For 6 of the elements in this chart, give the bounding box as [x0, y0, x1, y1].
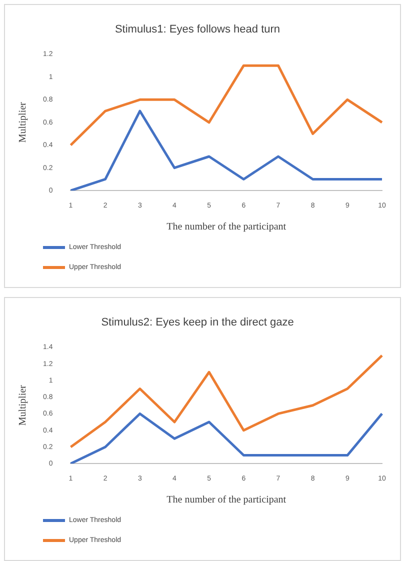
y-axis-title: Multiplier	[18, 101, 29, 143]
chart-title: Stimulus2: Eyes keep in the direct gaze	[101, 316, 294, 329]
y-axis-title: Multiplier	[18, 384, 29, 426]
chart-title: Stimulus1: Eyes follows head turn	[114, 24, 280, 36]
x-axis-title: The number of the participant	[166, 222, 286, 233]
x-axis-title: The number of the participant	[166, 494, 286, 506]
